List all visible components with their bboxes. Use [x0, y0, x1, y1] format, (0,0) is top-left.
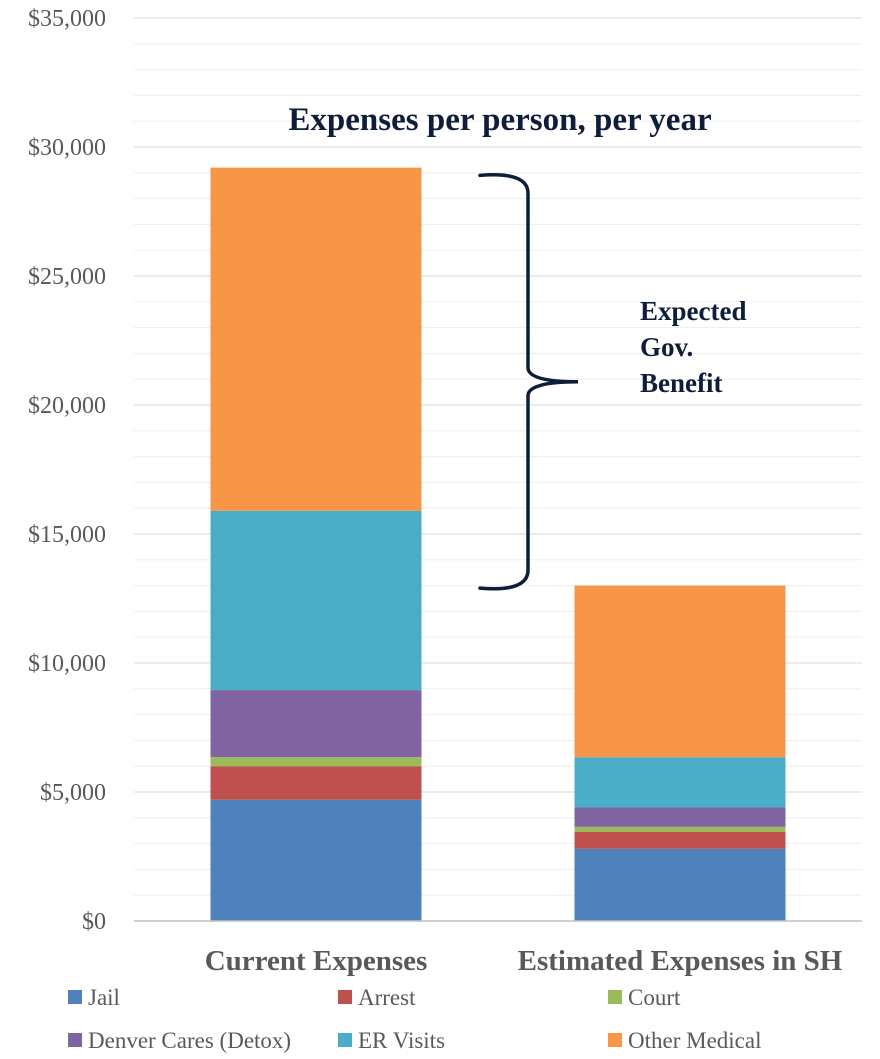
legend-swatch-jail — [68, 990, 82, 1004]
y-tick-label: $20,000 — [28, 393, 106, 419]
legend-label-other-medical: Other Medical — [628, 1028, 761, 1053]
legend-swatch-denver-cares-detox — [68, 1033, 82, 1047]
legend-swatch-er-visits — [338, 1033, 352, 1047]
bars — [210, 167, 786, 921]
bar-segment-jail — [574, 848, 786, 921]
bar-segment-er-visits — [210, 510, 422, 691]
bar-segment-other-medical — [210, 167, 422, 511]
y-tick-label: $5,000 — [40, 780, 106, 806]
bar-segment-court — [210, 757, 422, 767]
legend-label-arrest: Arrest — [358, 985, 416, 1010]
legend-label-er-visits: ER Visits — [358, 1028, 445, 1053]
annotation-line: Gov. — [640, 332, 693, 362]
legend: Jail Arrest Court Denver Cares (Detox) ER Vi… — [68, 985, 761, 1053]
y-tick-label: $35,000 — [28, 6, 106, 32]
category-label: Estimated Expenses in SH — [518, 945, 843, 977]
benefit-annotation: Expected Gov. Benefit — [640, 296, 746, 398]
y-tick-label: $15,000 — [28, 522, 106, 548]
bar-segment-other-medical — [574, 585, 786, 758]
legend-swatch-court — [608, 990, 622, 1004]
category-label: Current Expenses — [205, 945, 428, 977]
legend-label-jail: Jail — [88, 985, 120, 1010]
annotation-line: Benefit — [640, 368, 722, 398]
y-tick-label: $25,000 — [28, 264, 106, 290]
legend-label-denver-cares-detox: Denver Cares (Detox) — [88, 1028, 291, 1053]
bar-segment-arrest — [210, 766, 422, 800]
annotation-line: Expected — [640, 296, 746, 326]
bar-segment-denver-cares-detox — [210, 690, 422, 758]
y-axis-ticks: $0 $5,000 $10,000 $15,000 $20,000 $25,000 $30,… — [28, 6, 106, 935]
bar-segment-er-visits — [574, 757, 786, 808]
bar-segment-arrest — [574, 831, 786, 849]
legend-label-court: Court — [628, 985, 681, 1010]
bar-segment-jail — [210, 799, 422, 921]
chart-title: Expenses per person, per year — [288, 102, 711, 138]
y-tick-label: $10,000 — [28, 651, 106, 677]
y-tick-label: $30,000 — [28, 135, 106, 161]
category-labels: Current Expenses Estimated Expenses in SH — [205, 945, 843, 977]
legend-swatch-arrest — [338, 990, 352, 1004]
legend-swatch-other-medical — [608, 1033, 622, 1047]
bar-segment-court — [574, 826, 786, 832]
bar-segment-denver-cares-detox — [574, 807, 786, 827]
y-tick-label: $0 — [82, 909, 106, 935]
benefit-brace — [478, 173, 579, 591]
